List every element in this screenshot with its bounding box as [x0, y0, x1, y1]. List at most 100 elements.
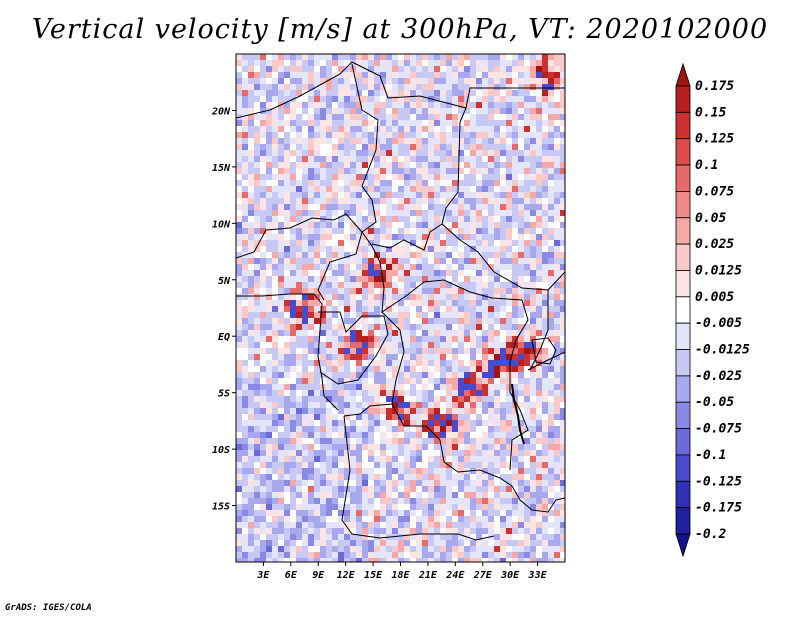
field-cell: [458, 132, 464, 138]
field-cell: [416, 132, 422, 138]
field-cell: [428, 192, 434, 198]
field-cell: [548, 402, 554, 408]
field-cell: [464, 222, 470, 228]
field-cell: [524, 204, 530, 210]
field-cell: [542, 300, 548, 306]
field-cell: [530, 216, 536, 222]
field-cell: [398, 108, 404, 114]
field-cell: [506, 336, 512, 342]
field-cell: [500, 114, 506, 120]
field-cell: [470, 522, 476, 528]
field-cell: [386, 384, 392, 390]
field-cell: [356, 348, 362, 354]
field-cell: [524, 294, 530, 300]
field-cell: [242, 480, 248, 486]
field-cell: [308, 444, 314, 450]
field-cell: [260, 294, 266, 300]
field-cell: [530, 264, 536, 270]
field-cell: [560, 426, 565, 432]
field-cell: [284, 402, 290, 408]
field-cell: [488, 378, 494, 384]
field-cell: [554, 66, 560, 72]
field-cell: [338, 384, 344, 390]
field-cell: [254, 384, 260, 390]
field-cell: [248, 318, 254, 324]
field-cell: [404, 84, 410, 90]
field-cell: [386, 516, 392, 522]
field-cell: [386, 186, 392, 192]
field-cell: [254, 462, 260, 468]
field-cell: [476, 84, 482, 90]
field-cell: [554, 318, 560, 324]
field-cell: [536, 558, 542, 562]
field-cell: [548, 372, 554, 378]
field-cell: [248, 414, 254, 420]
field-cell: [446, 150, 452, 156]
field-cell: [248, 360, 254, 366]
field-cell: [344, 252, 350, 258]
field-cell: [416, 336, 422, 342]
field-cell: [350, 186, 356, 192]
field-cell: [362, 540, 368, 546]
lat-tick-label: 10S: [212, 445, 230, 456]
field-cell: [278, 402, 284, 408]
field-cell: [338, 240, 344, 246]
field-cell: [350, 138, 356, 144]
field-cell: [464, 156, 470, 162]
field-cell: [476, 324, 482, 330]
field-cell: [554, 162, 560, 168]
colorbar-swatch: [675, 296, 691, 324]
field-cell: [356, 162, 362, 168]
field-cell: [488, 168, 494, 174]
field-cell: [434, 258, 440, 264]
field-cell: [320, 90, 326, 96]
field-cell: [302, 318, 308, 324]
field-cell: [488, 456, 494, 462]
field-cell: [266, 540, 272, 546]
field-cell: [266, 480, 272, 486]
field-cell: [362, 204, 368, 210]
field-cell: [380, 324, 386, 330]
field-cell: [512, 114, 518, 120]
field-cell: [368, 264, 374, 270]
field-cell: [536, 192, 542, 198]
field-cell: [332, 174, 338, 180]
field-cell: [494, 204, 500, 210]
field-cell: [362, 198, 368, 204]
field-cell: [464, 144, 470, 150]
field-cell: [458, 504, 464, 510]
field-cell: [344, 270, 350, 276]
field-cell: [512, 312, 518, 318]
field-cell: [332, 366, 338, 372]
field-cell: [440, 54, 446, 60]
field-cell: [464, 546, 470, 552]
field-cell: [404, 402, 410, 408]
field-cell: [320, 72, 326, 78]
lat-tick-label: 20N: [211, 106, 231, 117]
field-cell: [554, 264, 560, 270]
lat-tick-label: 10N: [212, 219, 231, 230]
field-cell: [542, 372, 548, 378]
field-cell: [392, 258, 398, 264]
field-cell: [314, 426, 320, 432]
field-cell: [302, 66, 308, 72]
field-cell: [386, 294, 392, 300]
field-cell: [296, 474, 302, 480]
lat-tick-label: EQ: [218, 332, 230, 343]
field-cell: [362, 138, 368, 144]
field-cell: [530, 450, 536, 456]
field-cell: [452, 306, 458, 312]
field-cell: [260, 318, 266, 324]
field-cell: [284, 252, 290, 258]
field-cell: [386, 468, 392, 474]
field-cell: [500, 264, 506, 270]
field-cell: [380, 72, 386, 78]
field-cell: [560, 66, 565, 72]
field-cell: [308, 330, 314, 336]
field-cell: [410, 174, 416, 180]
field-cell: [362, 372, 368, 378]
field-cell: [446, 168, 452, 174]
field-cell: [356, 204, 362, 210]
field-cell: [470, 126, 476, 132]
field-cell: [542, 222, 548, 228]
